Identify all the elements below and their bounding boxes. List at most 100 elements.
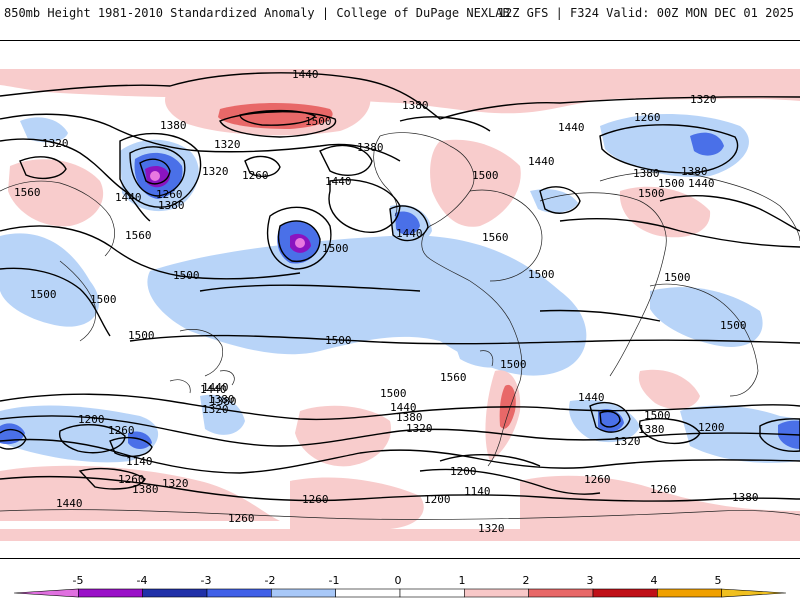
contour-label: 1260 xyxy=(242,169,269,182)
contour-label: 1200 xyxy=(698,421,725,434)
colorbar-swatch xyxy=(335,588,401,598)
colorbar-swatch xyxy=(271,588,336,598)
colorbar-swatch xyxy=(206,588,272,598)
contour-label: 1320 xyxy=(162,477,189,490)
height-contours xyxy=(0,72,800,502)
colorbar-swatch xyxy=(399,588,465,598)
contour-label: 1380 xyxy=(357,141,384,154)
contour-label: 1200 xyxy=(450,465,477,478)
contour-label: 1380 xyxy=(681,165,708,178)
colorbar-tick: -2 xyxy=(265,574,276,587)
colorbar-swatch xyxy=(13,588,79,598)
colorbar-tick: -4 xyxy=(137,574,148,587)
colorbar-tick: 3 xyxy=(587,574,594,587)
colorbar-tick: 1 xyxy=(459,574,466,587)
contour-label: 1320 xyxy=(690,93,717,106)
contour-label: 1380 xyxy=(160,119,187,132)
contour-label: 1440 xyxy=(292,68,319,81)
colorbar-tick: 4 xyxy=(651,574,658,587)
contour-label: 1500 xyxy=(322,242,349,255)
contour-label: 1500 xyxy=(720,319,747,332)
contour-label: 1440 xyxy=(558,121,585,134)
contour-label: 1320 xyxy=(406,422,433,435)
map-title: 850mb Height 1981-2010 Standardized Anom… xyxy=(4,6,510,20)
anomaly-colorbar: -5 -4 -3 -2 -1 0 1 2 3 4 5 xyxy=(0,572,800,600)
contour-label: 1200 xyxy=(424,493,451,506)
contour-label: 1260 xyxy=(228,512,255,525)
contour-label: 1500 xyxy=(644,409,671,422)
contour-label: 1440 xyxy=(578,391,605,404)
colorbar-swatch xyxy=(721,588,787,598)
contour-label: 1320 xyxy=(214,138,241,151)
contour-label: 1320 xyxy=(478,522,505,535)
contour-label: 1140 xyxy=(464,485,491,498)
colorbar-swatch xyxy=(78,588,143,598)
contour-label: 1440 xyxy=(396,227,423,240)
colorbar-tick: -5 xyxy=(73,574,84,587)
contour-label: 1440 xyxy=(390,401,417,414)
contour-label: 1440 xyxy=(202,381,229,394)
colorbar-swatches xyxy=(13,588,787,598)
contour-label: 1500 xyxy=(658,177,685,190)
contour-label: 1560 xyxy=(125,229,152,242)
contour-label: 1260 xyxy=(108,424,135,437)
contour-label: 1260 xyxy=(302,493,329,506)
colorbar-swatch xyxy=(592,588,658,598)
anomaly-fill-positive xyxy=(0,69,800,541)
contour-label: 1320 xyxy=(614,435,641,448)
contour-label: 1500 xyxy=(30,288,57,301)
contour-label: 1560 xyxy=(440,371,467,384)
contour-label: 1500 xyxy=(472,169,499,182)
contour-label: 1500 xyxy=(528,268,555,281)
contour-label: 1440 xyxy=(200,383,227,396)
map-canvas: 1440 1380 1500 1320 1380 1440 1320 1260 … xyxy=(0,68,800,541)
contour-label: 1500 xyxy=(380,387,407,400)
contour-label: 1380 xyxy=(208,393,235,406)
contour-label: 1500 xyxy=(638,187,665,200)
contour-label: 1380 xyxy=(633,167,660,180)
colorbar-tick-labels: -5 -4 -3 -2 -1 0 1 2 3 4 5 xyxy=(73,574,722,587)
contour-label: 1260 xyxy=(156,188,183,201)
contour-label: 1260 xyxy=(118,473,145,486)
contour-label: 1440 xyxy=(56,497,83,510)
contour-label: 1440 xyxy=(528,155,555,168)
contour-labels: 1440 1380 1500 1320 1380 1440 1320 1260 … xyxy=(14,68,759,535)
colorbar-tick: 0 xyxy=(395,574,402,587)
colorbar-swatch xyxy=(528,588,594,598)
contour-label: 1140 xyxy=(126,455,153,468)
colorbar-svg: -5 -4 -3 -2 -1 0 1 2 3 4 5 xyxy=(13,574,787,598)
contour-label: 1380 xyxy=(396,411,423,424)
colorbar-swatch xyxy=(657,588,722,598)
contour-label: 1500 xyxy=(128,329,155,342)
contour-label: 1380 xyxy=(732,491,759,504)
contour-label: 1320 xyxy=(42,137,69,150)
contour-label: 1260 xyxy=(634,111,661,124)
contour-label: 1260 xyxy=(584,473,611,486)
contour-label: 1380 xyxy=(402,99,429,112)
colorbar-tick: -1 xyxy=(329,574,340,587)
colorbar-tick: 5 xyxy=(715,574,722,587)
contour-label: 1560 xyxy=(14,186,41,199)
colorbar-tick: 2 xyxy=(523,574,530,587)
contour-label: 1440 xyxy=(688,177,715,190)
anomaly-fill-max-negative xyxy=(150,171,305,248)
contour-label: 1560 xyxy=(482,231,509,244)
contour-label: 1440 xyxy=(115,191,142,204)
contour-label: 1380 xyxy=(158,199,185,212)
contour-label: 1500 xyxy=(325,334,352,347)
contour-label: 1320 xyxy=(202,403,229,416)
model-valid-time: 12Z GFS | F324 Valid: 00Z MON DEC 01 202… xyxy=(497,6,794,20)
contour-label: 1380 xyxy=(638,423,665,436)
contour-label: 1500 xyxy=(500,358,527,371)
contour-label: 1500 xyxy=(305,115,332,128)
contour-label: 1440 xyxy=(325,175,352,188)
contour-label: 1500 xyxy=(90,293,117,306)
contour-label: 1260 xyxy=(650,483,677,496)
map-panel: 1440 1380 1500 1320 1380 1440 1320 1260 … xyxy=(0,40,800,559)
contour-label: 1500 xyxy=(173,269,200,282)
contour-label: 1500 xyxy=(664,271,691,284)
contour-label: 1320 xyxy=(202,165,229,178)
contour-label: 1380 xyxy=(132,483,159,496)
contour-label: 1200 xyxy=(78,413,105,426)
colorbar-swatch xyxy=(464,588,529,598)
